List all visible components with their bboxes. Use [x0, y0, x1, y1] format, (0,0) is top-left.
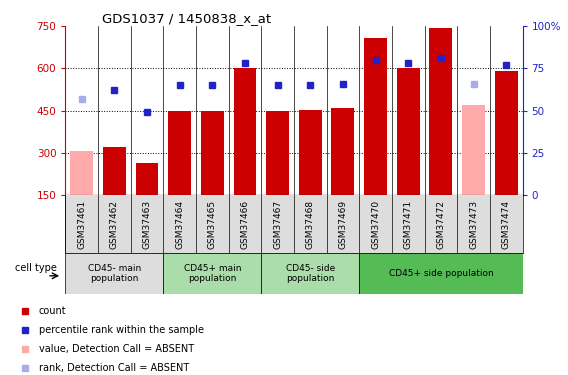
Text: percentile rank within the sample: percentile rank within the sample [39, 325, 203, 335]
Text: CD45- main
population: CD45- main population [87, 264, 141, 284]
Text: value, Detection Call = ABSENT: value, Detection Call = ABSENT [39, 344, 194, 354]
Bar [168, 111, 191, 195]
Bar [299, 110, 321, 195]
Text: GSM37462: GSM37462 [110, 200, 119, 249]
Text: GSM37465: GSM37465 [208, 200, 217, 249]
Bar [429, 28, 452, 195]
Text: GSM37470: GSM37470 [371, 200, 380, 249]
Bar [462, 105, 485, 195]
Text: GSM37467: GSM37467 [273, 200, 282, 249]
Text: GSM37471: GSM37471 [404, 200, 413, 249]
Bar [70, 152, 93, 195]
Text: GSM37468: GSM37468 [306, 200, 315, 249]
Text: GSM37472: GSM37472 [436, 200, 445, 249]
Text: GSM37463: GSM37463 [143, 200, 152, 249]
Text: GSM37473: GSM37473 [469, 200, 478, 249]
Bar [136, 163, 158, 195]
Bar [164, 253, 261, 294]
Bar [65, 253, 164, 294]
Text: CD45+ main
population: CD45+ main population [183, 264, 241, 284]
Bar [201, 111, 224, 195]
Text: rank, Detection Call = ABSENT: rank, Detection Call = ABSENT [39, 363, 189, 372]
Text: GDS1037 / 1450838_x_at: GDS1037 / 1450838_x_at [102, 12, 271, 25]
Bar [233, 68, 256, 195]
Bar [495, 71, 517, 195]
Bar [266, 111, 289, 195]
Text: cell type: cell type [15, 262, 57, 273]
Text: CD45+ side population: CD45+ side population [389, 269, 493, 278]
Bar [103, 147, 126, 195]
Bar [332, 108, 354, 195]
Bar [364, 38, 387, 195]
Text: count: count [39, 306, 66, 316]
Bar [397, 68, 420, 195]
Text: GSM37469: GSM37469 [339, 200, 348, 249]
Text: GSM37466: GSM37466 [240, 200, 249, 249]
Text: GSM37474: GSM37474 [502, 200, 511, 249]
Bar [261, 253, 360, 294]
Text: GSM37461: GSM37461 [77, 200, 86, 249]
Text: CD45- side
population: CD45- side population [286, 264, 335, 284]
Bar [359, 253, 523, 294]
Text: GSM37464: GSM37464 [175, 200, 184, 249]
